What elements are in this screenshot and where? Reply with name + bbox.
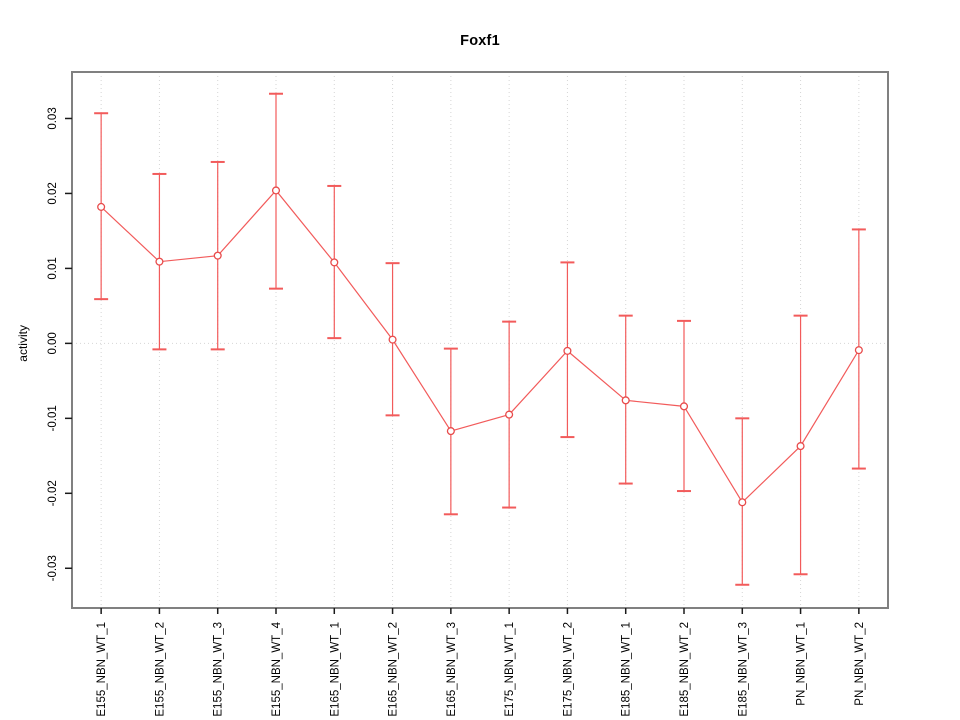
y-tick-label: 0.01 — [47, 257, 59, 279]
x-tick-label: E155_NBN_WT_2 — [154, 622, 166, 717]
x-tick-label: PN_NBN_WT_2 — [854, 622, 866, 706]
x-tick-label: E165_NBN_WT_2 — [388, 622, 400, 717]
y-axis-label: activity — [16, 325, 30, 362]
x-tick-label: E185_NBN_WT_2 — [679, 622, 691, 717]
data-point-marker — [796, 442, 805, 451]
x-tick-label: E175_NBN_WT_1 — [504, 622, 516, 717]
data-point-marker — [330, 258, 339, 267]
x-tick-label: E185_NBN_WT_1 — [621, 622, 633, 717]
x-tick-label: E185_NBN_WT_3 — [737, 622, 749, 717]
x-tick-label: PN_NBN_WT_1 — [796, 622, 808, 706]
data-point-marker — [97, 202, 106, 211]
data-point-marker — [738, 498, 747, 507]
data-point-marker — [155, 257, 164, 266]
data-point-marker — [271, 186, 281, 195]
x-tick-label: E165_NBN_WT_3 — [446, 622, 458, 717]
y-tick-label: 0.03 — [47, 107, 59, 129]
y-tick-label: 0.02 — [47, 182, 59, 204]
data-point-marker — [505, 410, 514, 419]
y-tick-label: -0.01 — [47, 405, 59, 431]
y-tick-label: -0.03 — [47, 555, 59, 581]
x-tick-label: E165_NBN_WT_1 — [329, 622, 341, 717]
data-point-marker — [854, 346, 863, 355]
chart-title: Foxf1 — [460, 33, 500, 49]
data-point-marker — [213, 251, 222, 260]
data-point-marker — [388, 335, 397, 344]
y-tick-label: -0.02 — [47, 480, 59, 506]
x-tick-label: E155_NBN_WT_1 — [96, 622, 108, 717]
plot-border — [71, 71, 889, 609]
x-tick-label: E155_NBN_WT_3 — [213, 622, 225, 717]
data-point-marker — [563, 346, 572, 355]
data-point-marker — [621, 396, 630, 405]
y-tick-label: 0.00 — [47, 332, 59, 354]
x-tick-label: E155_NBN_WT_4 — [271, 621, 283, 716]
data-point-marker — [446, 427, 455, 436]
series-line — [100, 189, 860, 504]
x-tick-label: E175_NBN_WT_2 — [562, 622, 574, 717]
data-point-marker — [679, 402, 689, 411]
